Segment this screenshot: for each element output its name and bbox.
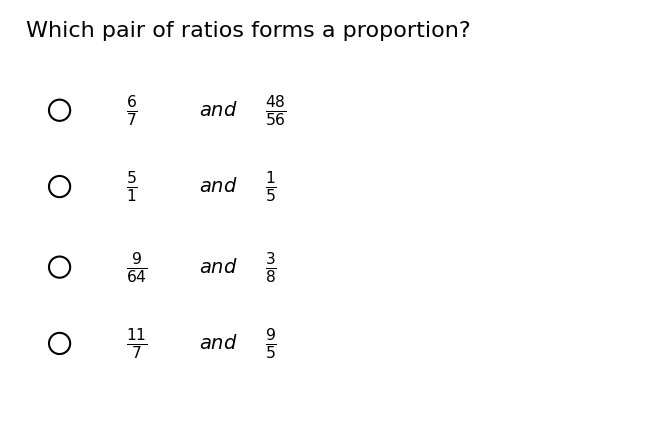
Text: $\frac{6}{7}$: $\frac{6}{7}$: [126, 93, 138, 128]
Text: $\frac{9}{64}$: $\frac{9}{64}$: [126, 250, 148, 285]
Text: $\frac{11}{7}$: $\frac{11}{7}$: [126, 326, 148, 361]
Text: Which pair of ratios forms a proportion?: Which pair of ratios forms a proportion?: [26, 21, 471, 41]
Text: $\frac{1}{5}$: $\frac{1}{5}$: [265, 169, 277, 204]
Text: $\mathit{and}$: $\mathit{and}$: [199, 334, 238, 353]
Text: $\mathit{and}$: $\mathit{and}$: [199, 101, 238, 120]
Text: $\mathit{and}$: $\mathit{and}$: [199, 177, 238, 196]
Text: $\mathit{and}$: $\mathit{and}$: [199, 258, 238, 276]
Text: $\frac{9}{5}$: $\frac{9}{5}$: [265, 326, 277, 361]
Text: $\frac{48}{56}$: $\frac{48}{56}$: [265, 93, 287, 128]
Text: $\frac{3}{8}$: $\frac{3}{8}$: [265, 250, 277, 285]
Text: $\frac{5}{1}$: $\frac{5}{1}$: [126, 169, 138, 204]
